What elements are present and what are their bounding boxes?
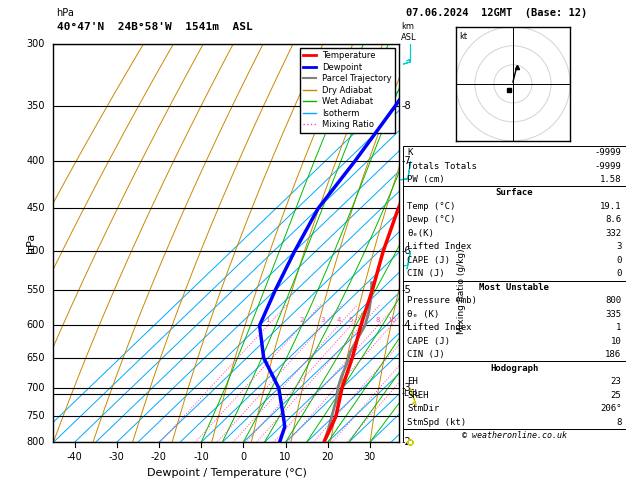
Text: -8: -8 <box>401 102 411 111</box>
Text: CIN (J): CIN (J) <box>407 350 445 359</box>
Text: 1.58: 1.58 <box>600 175 621 184</box>
Text: 30: 30 <box>364 452 376 462</box>
Text: 0: 0 <box>616 256 621 265</box>
Text: © weatheronline.co.uk: © weatheronline.co.uk <box>462 431 567 440</box>
Text: 8.6: 8.6 <box>605 215 621 225</box>
Text: 1: 1 <box>265 317 270 323</box>
Bar <box>403 186 626 280</box>
Text: 10: 10 <box>611 337 621 346</box>
Bar <box>403 362 626 429</box>
Text: -3: -3 <box>401 383 411 393</box>
Text: 350: 350 <box>26 102 45 111</box>
Text: -30: -30 <box>109 452 125 462</box>
Text: 8: 8 <box>376 317 381 323</box>
Text: -40: -40 <box>67 452 82 462</box>
Legend: Temperature, Dewpoint, Parcel Trajectory, Dry Adiabat, Wet Adiabat, Isotherm, Mi: Temperature, Dewpoint, Parcel Trajectory… <box>300 48 395 133</box>
Text: 8: 8 <box>616 417 621 427</box>
Text: 20: 20 <box>321 452 334 462</box>
Bar <box>403 146 626 186</box>
Text: 0: 0 <box>616 269 621 278</box>
Text: 500: 500 <box>26 246 45 256</box>
Text: kt: kt <box>460 33 468 41</box>
Text: CAPE (J): CAPE (J) <box>407 256 450 265</box>
Text: Lifted Index: Lifted Index <box>407 243 472 251</box>
Text: 450: 450 <box>26 204 45 213</box>
Text: 400: 400 <box>26 156 45 166</box>
Text: StmSpd (kt): StmSpd (kt) <box>407 417 466 427</box>
Text: 650: 650 <box>26 353 45 363</box>
Text: 23: 23 <box>611 377 621 386</box>
Text: -10: -10 <box>193 452 209 462</box>
Text: Lifted Index: Lifted Index <box>407 323 472 332</box>
Text: -LCL: -LCL <box>401 389 420 398</box>
Text: θₑ (K): θₑ (K) <box>407 310 439 319</box>
Text: -9999: -9999 <box>594 161 621 171</box>
Text: 800: 800 <box>26 437 45 447</box>
Text: 15: 15 <box>412 317 421 323</box>
Text: 10: 10 <box>387 317 396 323</box>
Text: Pressure (mb): Pressure (mb) <box>407 296 477 305</box>
Text: hPa: hPa <box>57 8 74 18</box>
Text: Mixing Ratio (g/kg): Mixing Ratio (g/kg) <box>457 248 466 333</box>
Text: -20: -20 <box>151 452 167 462</box>
Text: hPa: hPa <box>26 233 36 253</box>
Text: SREH: SREH <box>407 391 428 399</box>
Bar <box>403 429 626 442</box>
Text: EH: EH <box>407 377 418 386</box>
Text: 206°: 206° <box>600 404 621 413</box>
Text: θₑ(K): θₑ(K) <box>407 229 434 238</box>
Text: 2: 2 <box>300 317 304 323</box>
Text: 600: 600 <box>26 320 45 330</box>
Text: 4: 4 <box>337 317 341 323</box>
Text: Most Unstable: Most Unstable <box>479 283 549 292</box>
Text: 186: 186 <box>605 350 621 359</box>
Text: 10: 10 <box>279 452 292 462</box>
Text: -5: -5 <box>401 285 411 295</box>
Text: 550: 550 <box>26 285 45 295</box>
Text: 40°47'N  24B°58'W  1541m  ASL: 40°47'N 24B°58'W 1541m ASL <box>57 21 252 32</box>
Text: Dewpoint / Temperature (°C): Dewpoint / Temperature (°C) <box>147 468 306 478</box>
Text: 07.06.2024  12GMT  (Base: 12): 07.06.2024 12GMT (Base: 12) <box>406 8 587 18</box>
Text: -7: -7 <box>401 156 411 166</box>
Text: 332: 332 <box>605 229 621 238</box>
Text: 3: 3 <box>321 317 325 323</box>
Text: 750: 750 <box>26 411 45 421</box>
Text: PW (cm): PW (cm) <box>407 175 445 184</box>
Text: 6: 6 <box>359 317 364 323</box>
Text: CIN (J): CIN (J) <box>407 269 445 278</box>
Text: Hodograph: Hodograph <box>490 364 538 373</box>
Text: Dewp (°C): Dewp (°C) <box>407 215 455 225</box>
Text: 300: 300 <box>26 39 45 49</box>
Text: Temp (°C): Temp (°C) <box>407 202 455 211</box>
Text: StmDir: StmDir <box>407 404 439 413</box>
Text: 700: 700 <box>26 383 45 393</box>
Text: -4: -4 <box>401 320 411 330</box>
Text: Totals Totals: Totals Totals <box>407 161 477 171</box>
Text: 19.1: 19.1 <box>600 202 621 211</box>
Text: -6: -6 <box>401 246 411 256</box>
Text: K: K <box>407 148 413 157</box>
Text: 3: 3 <box>616 243 621 251</box>
Text: 800: 800 <box>605 296 621 305</box>
Text: -2: -2 <box>401 437 411 447</box>
Text: 335: 335 <box>605 310 621 319</box>
Text: 1: 1 <box>616 323 621 332</box>
Text: Surface: Surface <box>496 189 533 197</box>
Text: 5: 5 <box>349 317 353 323</box>
Bar <box>403 280 626 362</box>
Text: -9999: -9999 <box>594 148 621 157</box>
Text: 0: 0 <box>240 452 247 462</box>
Text: 25: 25 <box>611 391 621 399</box>
Text: km
ASL: km ASL <box>401 22 417 42</box>
Text: CAPE (J): CAPE (J) <box>407 337 450 346</box>
